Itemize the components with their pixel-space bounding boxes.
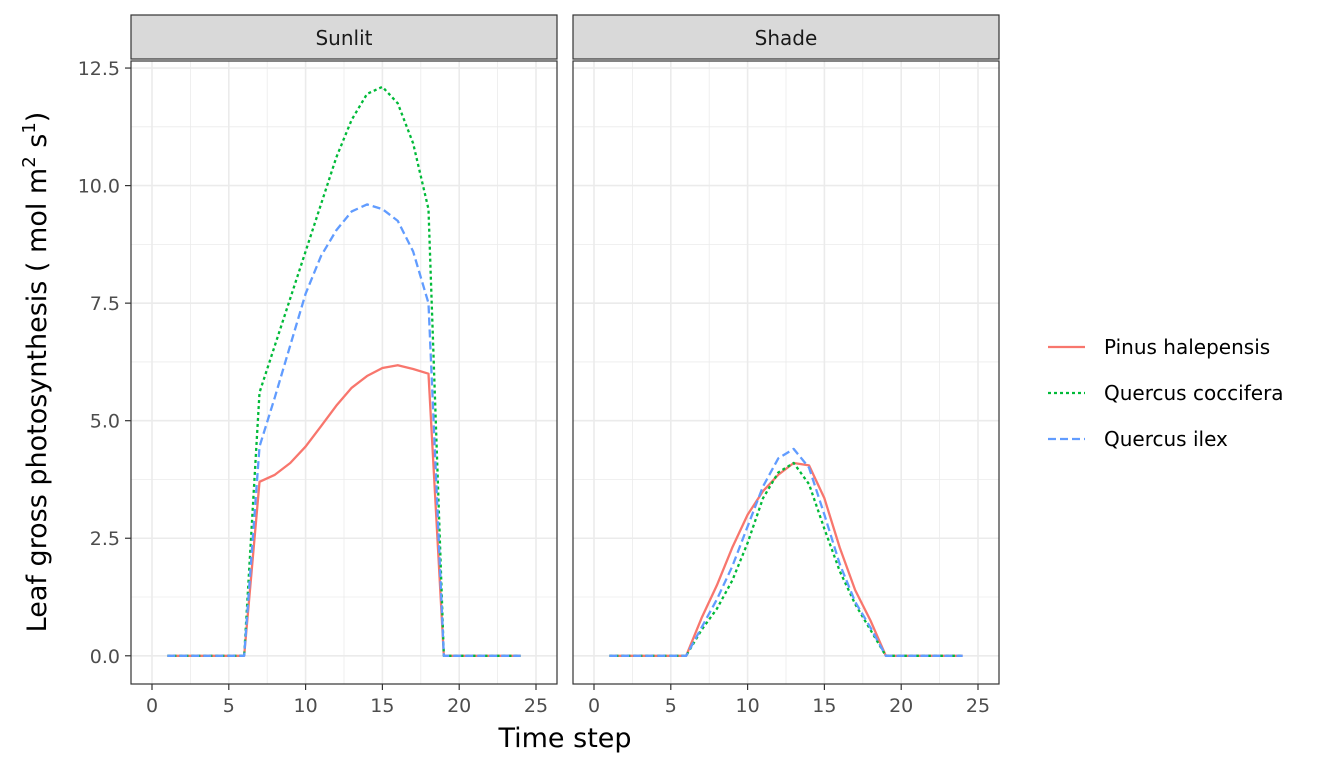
y-axis-title: Leaf gross photosynthesis ( mol m2 s1) — [19, 112, 53, 633]
legend-label-quercus-coccifera: Quercus coccifera — [1104, 381, 1284, 405]
series-line-quercus-ilex — [609, 447, 963, 657]
x-tick-label: 10 — [294, 695, 318, 717]
lines-shade — [609, 447, 963, 657]
x-tick-label: 0 — [588, 695, 600, 717]
strip-sunlit — [130, 14, 558, 60]
y-axis-title-sup2: 1 — [19, 122, 40, 133]
legend-item-quercus-coccifera: Quercus coccifera — [1048, 381, 1284, 405]
legend-item-quercus-ilex: Quercus ilex — [1048, 427, 1228, 451]
y-tick-label: 12.5 — [78, 58, 120, 80]
x-axis-sunlit: 0 5 10 15 20 25 — [146, 684, 548, 717]
y-axis-title-sup1: 2 — [19, 156, 40, 167]
y-tick-label: 0.0 — [90, 646, 120, 668]
legend-item-pinus-halepensis: Pinus halepensis — [1048, 335, 1270, 359]
x-tick-label: 10 — [736, 695, 760, 717]
x-tick-label: 15 — [370, 695, 394, 717]
x-tick-label: 0 — [146, 695, 158, 717]
x-tick-label: 20 — [889, 695, 913, 717]
y-tick-label: 10.0 — [78, 176, 120, 198]
y-axis: 0.0 2.5 5.0 7.5 10.0 12.5 — [78, 58, 131, 668]
y-tick-label: 7.5 — [90, 293, 120, 315]
x-tick-label: 5 — [223, 695, 235, 717]
x-tick-label: 25 — [524, 695, 548, 717]
panel-border-sunlit — [130, 60, 558, 685]
strip-label-sunlit: Sunlit — [315, 26, 372, 50]
x-tick-label: 15 — [812, 695, 836, 717]
strip-label-shade: Shade — [755, 26, 818, 50]
series-line-quercus-coccifera — [167, 85, 521, 657]
legend: Pinus halepensis Quercus coccifera Querc… — [1048, 335, 1284, 451]
x-tick-label: 20 — [447, 695, 471, 717]
facet-sunlit: Sunlit — [130, 14, 558, 685]
grid-shade — [573, 61, 999, 684]
x-axis-shade: 0 5 10 15 20 25 — [588, 684, 990, 717]
facet-shade: Shade — [572, 14, 1000, 685]
strip-shade — [572, 14, 1000, 60]
series-line-quercus-ilex — [167, 203, 521, 657]
lines-sunlit — [167, 85, 521, 657]
x-tick-label: 25 — [966, 695, 990, 717]
legend-label-quercus-ilex: Quercus ilex — [1104, 427, 1228, 451]
y-axis-title-main: Leaf gross photosynthesis ( mol m — [22, 168, 53, 633]
y-axis-title-mid: s — [22, 134, 53, 157]
legend-label-pinus-halepensis: Pinus halepensis — [1104, 335, 1270, 359]
y-axis-title-end: ) — [22, 112, 53, 123]
x-axis-title: Time step — [497, 723, 631, 754]
y-tick-label: 2.5 — [90, 528, 120, 550]
y-tick-label: 5.0 — [90, 411, 120, 433]
x-tick-label: 5 — [665, 695, 677, 717]
panel-border-shade — [572, 60, 1000, 685]
